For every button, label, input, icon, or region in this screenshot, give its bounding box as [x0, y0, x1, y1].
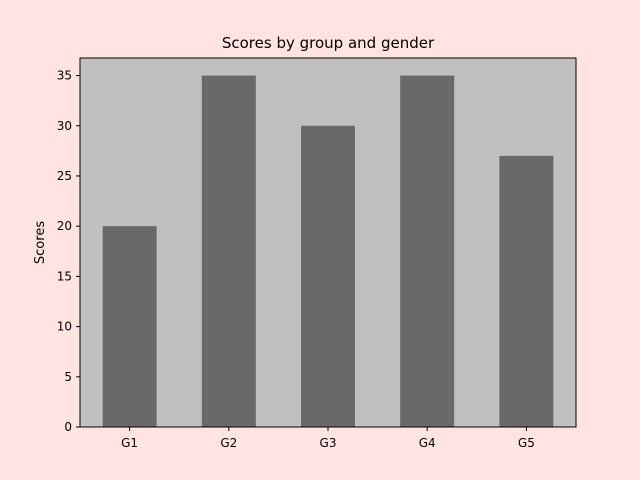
bar-g3	[301, 125, 355, 427]
x-tick-label-g1: G1	[121, 436, 138, 450]
y-tick-label-30: 30	[57, 119, 72, 133]
x-axis: G1 G2 G3 G4 G5	[121, 427, 535, 450]
bar-g1	[102, 226, 157, 427]
y-tick-label-10: 10	[57, 320, 72, 334]
y-tick-label-5: 5	[64, 370, 72, 384]
y-tick-label-15: 15	[57, 269, 72, 283]
x-tick-label-g4: G4	[419, 436, 436, 450]
y-tick-label-25: 25	[57, 169, 72, 183]
y-tick-label-35: 35	[57, 69, 72, 83]
y-tick-label-0: 0	[64, 420, 72, 434]
y-axis: 0 5 10 15 20 25 30 35	[57, 69, 80, 434]
x-tick-label-g3: G3	[320, 436, 337, 450]
bars-group	[102, 75, 554, 427]
y-tick-label-20: 20	[57, 219, 72, 233]
plot-frame	[79, 57, 577, 428]
bar-g2	[201, 75, 256, 427]
x-tick-label-g2: G2	[220, 436, 237, 450]
bar-g4	[400, 75, 455, 427]
bar-g5	[499, 155, 554, 427]
chart-title: Scores by group and gender	[222, 34, 435, 52]
y-axis-label: Scores	[33, 221, 48, 264]
x-tick-label-g5: G5	[518, 436, 535, 450]
